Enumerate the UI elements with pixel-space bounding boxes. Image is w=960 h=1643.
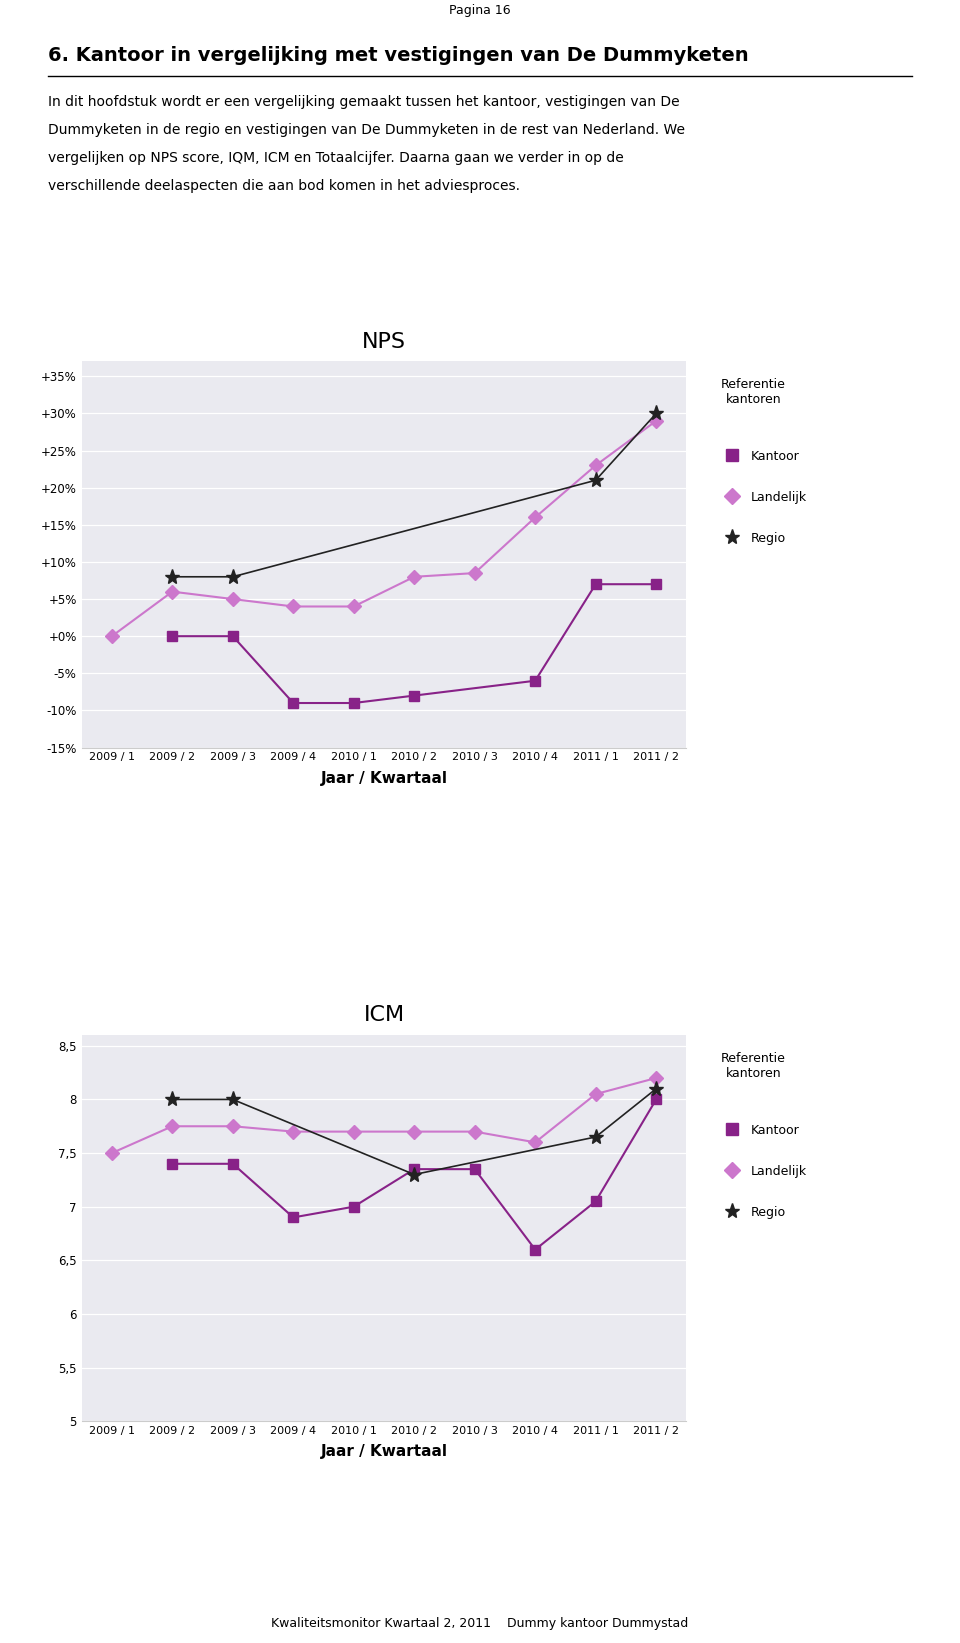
Text: Referentie
kantoren: Referentie kantoren — [721, 1052, 786, 1079]
Text: Landelijk: Landelijk — [751, 491, 806, 504]
Text: Kantoor: Kantoor — [751, 1124, 800, 1137]
Text: Kwaliteitsmonitor Kwartaal 2, 2011    Dummy kantoor Dummystad: Kwaliteitsmonitor Kwartaal 2, 2011 Dummy… — [272, 1617, 688, 1630]
Text: verschillende deelaspecten die aan bod komen in het adviesproces.: verschillende deelaspecten die aan bod k… — [48, 179, 520, 194]
X-axis label: Jaar / Kwartaal: Jaar / Kwartaal — [321, 1444, 447, 1459]
Text: Kantoor: Kantoor — [751, 450, 800, 463]
X-axis label: Jaar / Kwartaal: Jaar / Kwartaal — [321, 771, 447, 785]
Text: Pagina 16: Pagina 16 — [449, 3, 511, 16]
Text: Dummyketen in de regio en vestigingen van De Dummyketen in de rest van Nederland: Dummyketen in de regio en vestigingen va… — [48, 123, 685, 138]
Title: NPS: NPS — [362, 332, 406, 352]
Text: 6. Kantoor in vergelijking met vestigingen van De Dummyketen: 6. Kantoor in vergelijking met vestiging… — [48, 46, 749, 66]
Text: In dit hoofdstuk wordt er een vergelijking gemaakt tussen het kantoor, vestiging: In dit hoofdstuk wordt er een vergelijki… — [48, 95, 680, 110]
Title: ICM: ICM — [364, 1006, 404, 1025]
Text: Referentie
kantoren: Referentie kantoren — [721, 378, 786, 406]
Text: Regio: Regio — [751, 1206, 786, 1219]
Text: Landelijk: Landelijk — [751, 1165, 806, 1178]
Text: Regio: Regio — [751, 532, 786, 545]
Text: vergelijken op NPS score, IQM, ICM en Totaalcijfer. Daarna gaan we verder in op : vergelijken op NPS score, IQM, ICM en To… — [48, 151, 624, 166]
